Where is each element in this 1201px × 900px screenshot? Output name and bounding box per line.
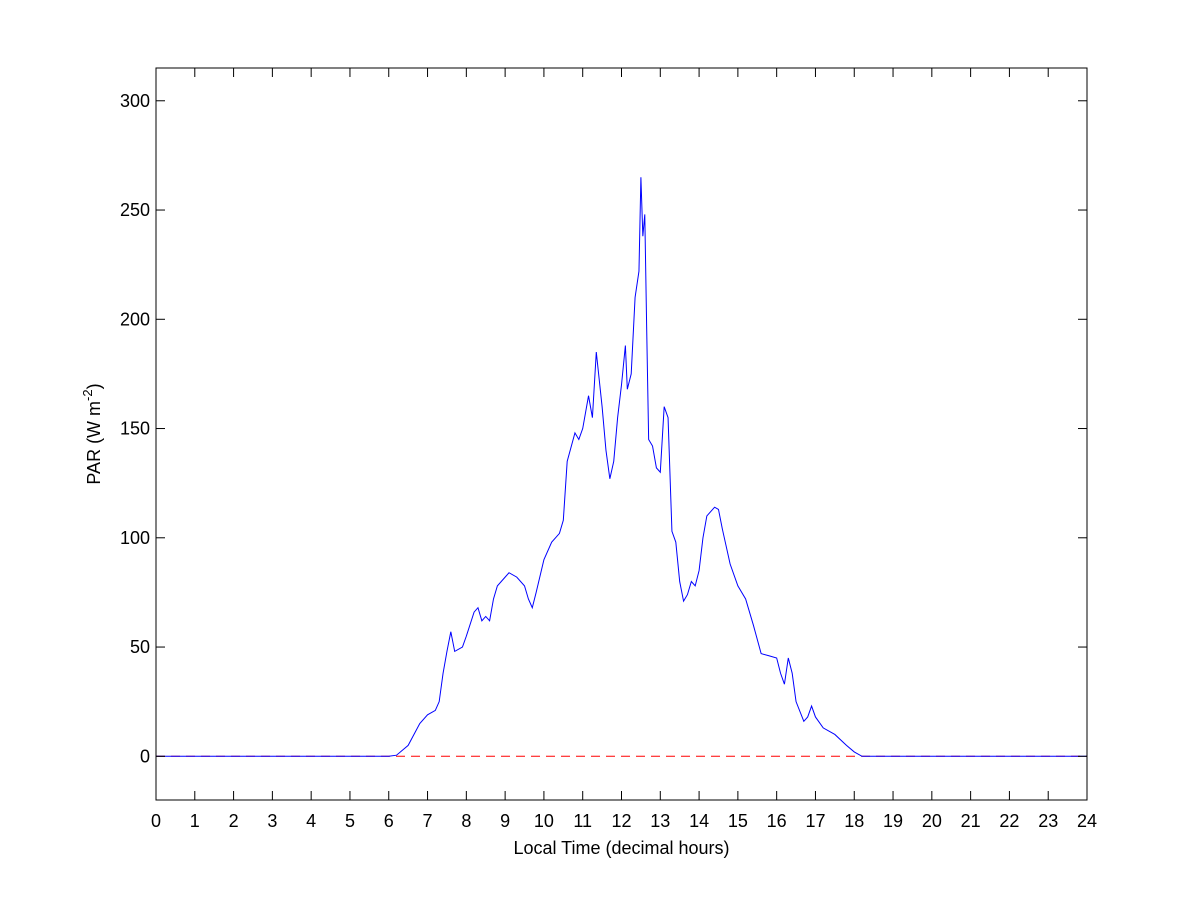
x-tick-label: 22 — [999, 811, 1019, 831]
x-tick-label: 13 — [650, 811, 670, 831]
y-tick-label: 150 — [120, 419, 150, 439]
x-tick-label: 17 — [805, 811, 825, 831]
x-tick-label: 9 — [500, 811, 510, 831]
x-tick-label: 0 — [151, 811, 161, 831]
x-tick-label: 21 — [961, 811, 981, 831]
y-tick-label: 200 — [120, 309, 150, 329]
x-tick-label: 2 — [229, 811, 239, 831]
x-tick-label: 5 — [345, 811, 355, 831]
y-tick-label: 100 — [120, 528, 150, 548]
y-tick-label: 300 — [120, 91, 150, 111]
y-axis-label-text: PAR (W m — [84, 401, 104, 485]
x-tick-label: 23 — [1038, 811, 1058, 831]
x-tick-label: 10 — [534, 811, 554, 831]
x-tick-label: 3 — [267, 811, 277, 831]
data-line — [156, 177, 1087, 757]
x-tick-label: 4 — [306, 811, 316, 831]
x-tick-label: 18 — [844, 811, 864, 831]
x-tick-label: 20 — [922, 811, 942, 831]
x-tick-label: 14 — [689, 811, 709, 831]
y-tick-label: 250 — [120, 200, 150, 220]
y-tick-label: 0 — [140, 746, 150, 766]
x-tick-label: 11 — [573, 811, 592, 831]
x-axis-label: Local Time (decimal hours) — [513, 838, 729, 858]
x-tick-label: 16 — [767, 811, 787, 831]
y-tick-label: 50 — [130, 637, 150, 657]
x-tick-label: 12 — [611, 811, 631, 831]
x-tick-label: 7 — [423, 811, 433, 831]
x-tick-label: 24 — [1077, 811, 1097, 831]
x-tick-label: 19 — [883, 811, 903, 831]
y-axis-label: PAR (W m-2) — [80, 383, 104, 484]
x-tick-label: 15 — [728, 811, 748, 831]
y-axis-label-suffix: ) — [84, 383, 104, 389]
x-tick-label: 1 — [190, 811, 200, 831]
x-tick-label: 8 — [461, 811, 471, 831]
x-tick-label: 6 — [384, 811, 394, 831]
y-axis-label-superscript: -2 — [80, 389, 95, 401]
